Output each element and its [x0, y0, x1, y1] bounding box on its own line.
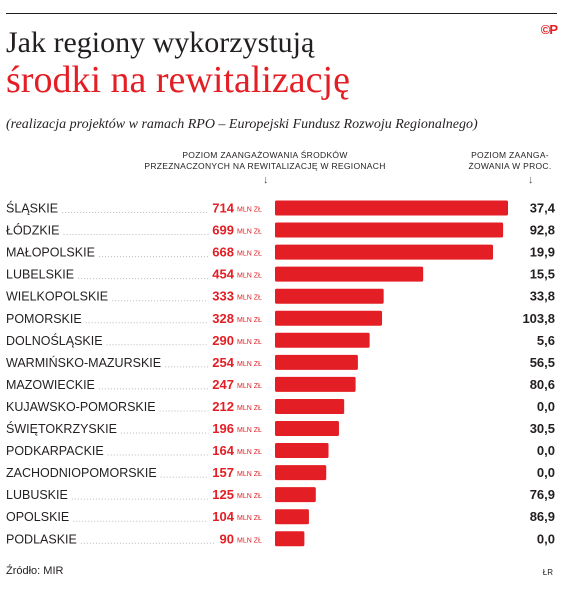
- bar: [275, 310, 383, 326]
- category-label: ZACHODNIOPOMORSKIE: [6, 466, 157, 480]
- value-label: 333: [212, 289, 234, 304]
- percent-label: 15,5: [530, 267, 555, 282]
- unit-label: MLN ZŁ: [237, 537, 262, 544]
- percent-header-line1: POZIOM ZAANGA-: [471, 150, 549, 160]
- amount-column-header: POZIOM ZAANGAŻOWANIA ŚRODKÓW PRZEZNACZON…: [135, 150, 395, 172]
- source-note: Źródło: MIR: [6, 565, 64, 577]
- unit-label: MLN ZŁ: [237, 383, 262, 390]
- value-label: 104: [212, 509, 234, 524]
- percent-label: 33,8: [530, 289, 555, 304]
- bar: [275, 398, 345, 414]
- bar: [275, 443, 329, 459]
- author-initials: ŁR: [542, 568, 553, 577]
- category-label: ŚLĄSKIE: [6, 201, 58, 216]
- value-label: 454: [212, 267, 234, 282]
- amount-header-line2: PRZEZNACZONYCH NA REWITALIZACJĘ W REGION…: [144, 161, 386, 171]
- percent-column-header: POZIOM ZAANGA- ŻOWANIA W PROC.: [455, 150, 565, 172]
- bar: [275, 288, 384, 304]
- percent-label: 0,0: [537, 399, 555, 414]
- bar: [275, 487, 316, 503]
- unit-label: MLN ZŁ: [237, 229, 262, 236]
- category-label: POMORSKIE: [6, 312, 82, 326]
- unit-label: MLN ZŁ: [237, 493, 262, 500]
- unit-label: MLN ZŁ: [237, 251, 262, 258]
- category-label: OPOLSKIE: [6, 510, 69, 524]
- bar: [275, 509, 309, 525]
- category-label: WARMIŃSKO-MAZURSKIE: [6, 355, 161, 370]
- category-label: DOLNOŚLĄSKIE: [6, 333, 103, 348]
- unit-label: MLN ZŁ: [237, 339, 262, 346]
- unit-label: MLN ZŁ: [237, 515, 262, 522]
- unit-label: MLN ZŁ: [237, 471, 262, 478]
- unit-label: MLN ZŁ: [237, 361, 262, 368]
- chart-title-line1: Jak regiony wykorzystują: [6, 26, 315, 59]
- category-label: ŁÓDZKIE: [6, 223, 60, 238]
- percent-label: 80,6: [530, 377, 555, 392]
- percent-label: 86,9: [530, 509, 555, 524]
- unit-label: MLN ZŁ: [237, 449, 262, 456]
- value-label: 247: [212, 377, 234, 392]
- percent-label: 37,4: [530, 201, 556, 216]
- category-label: KUJAWSKO-POMORSKIE: [6, 400, 156, 414]
- category-label: ŚWIĘTOKRZYSKIE: [6, 421, 117, 436]
- bar: [275, 266, 424, 282]
- unit-label: MLN ZŁ: [237, 405, 262, 412]
- unit-label: MLN ZŁ: [237, 207, 262, 214]
- percent-label: 19,9: [530, 245, 555, 260]
- category-label: PODLASKIE: [6, 532, 77, 546]
- percent-label: 56,5: [530, 355, 555, 370]
- value-label: 212: [212, 399, 234, 414]
- value-label: 254: [212, 355, 234, 370]
- bar: [275, 376, 356, 392]
- value-label: 196: [212, 421, 234, 436]
- category-label: MAZOWIECKIE: [6, 378, 95, 392]
- value-label: 328: [212, 311, 234, 326]
- percent-label: 92,8: [530, 223, 555, 238]
- amount-header-line1: POZIOM ZAANGAŻOWANIA ŚRODKÓW: [182, 150, 348, 160]
- percent-label: 30,5: [530, 421, 555, 436]
- percent-label: 5,6: [537, 333, 555, 348]
- percent-label: 0,0: [537, 443, 555, 458]
- category-label: LUBUSKIE: [6, 488, 68, 502]
- category-label: WIELKOPOLSKIE: [6, 290, 108, 304]
- bar: [275, 244, 493, 260]
- bar: [275, 465, 327, 481]
- percent-label: 76,9: [530, 487, 555, 502]
- bar: [275, 531, 305, 547]
- value-label: 714: [212, 201, 234, 216]
- category-label: MAŁOPOLSKIE: [6, 246, 95, 260]
- chart-subtitle: (realizacja projektów w ramach RPO – Eur…: [6, 117, 478, 132]
- bar: [275, 200, 508, 216]
- unit-label: MLN ZŁ: [237, 273, 262, 280]
- percent-label: 103,8: [522, 311, 555, 326]
- amount-column-arrow: ↓: [263, 174, 269, 186]
- publisher-logo: ©P: [540, 22, 558, 37]
- bar: [275, 421, 339, 436]
- bar: [275, 332, 370, 348]
- category-label: LUBELSKIE: [6, 268, 74, 282]
- category-label: PODKARPACKIE: [6, 444, 104, 458]
- unit-label: MLN ZŁ: [237, 295, 262, 302]
- bar: [275, 222, 504, 238]
- value-label: 668: [212, 245, 234, 260]
- unit-label: MLN ZŁ: [237, 317, 262, 324]
- percent-label: 0,0: [537, 531, 555, 546]
- percent-label: 0,0: [537, 465, 555, 480]
- value-label: 125: [212, 487, 234, 502]
- unit-label: MLN ZŁ: [237, 427, 262, 434]
- chart-title-line2: środki na rewitalizację: [6, 59, 350, 101]
- value-label: 157: [212, 465, 234, 480]
- value-label: 699: [212, 223, 234, 238]
- percent-header-line2: ŻOWANIA W PROC.: [468, 161, 552, 171]
- bar: [275, 354, 358, 370]
- top-rule: [6, 13, 557, 14]
- percent-column-arrow: ↓: [528, 174, 534, 186]
- value-label: 290: [212, 333, 234, 348]
- value-label: 164: [212, 443, 234, 458]
- value-label: 90: [220, 531, 234, 546]
